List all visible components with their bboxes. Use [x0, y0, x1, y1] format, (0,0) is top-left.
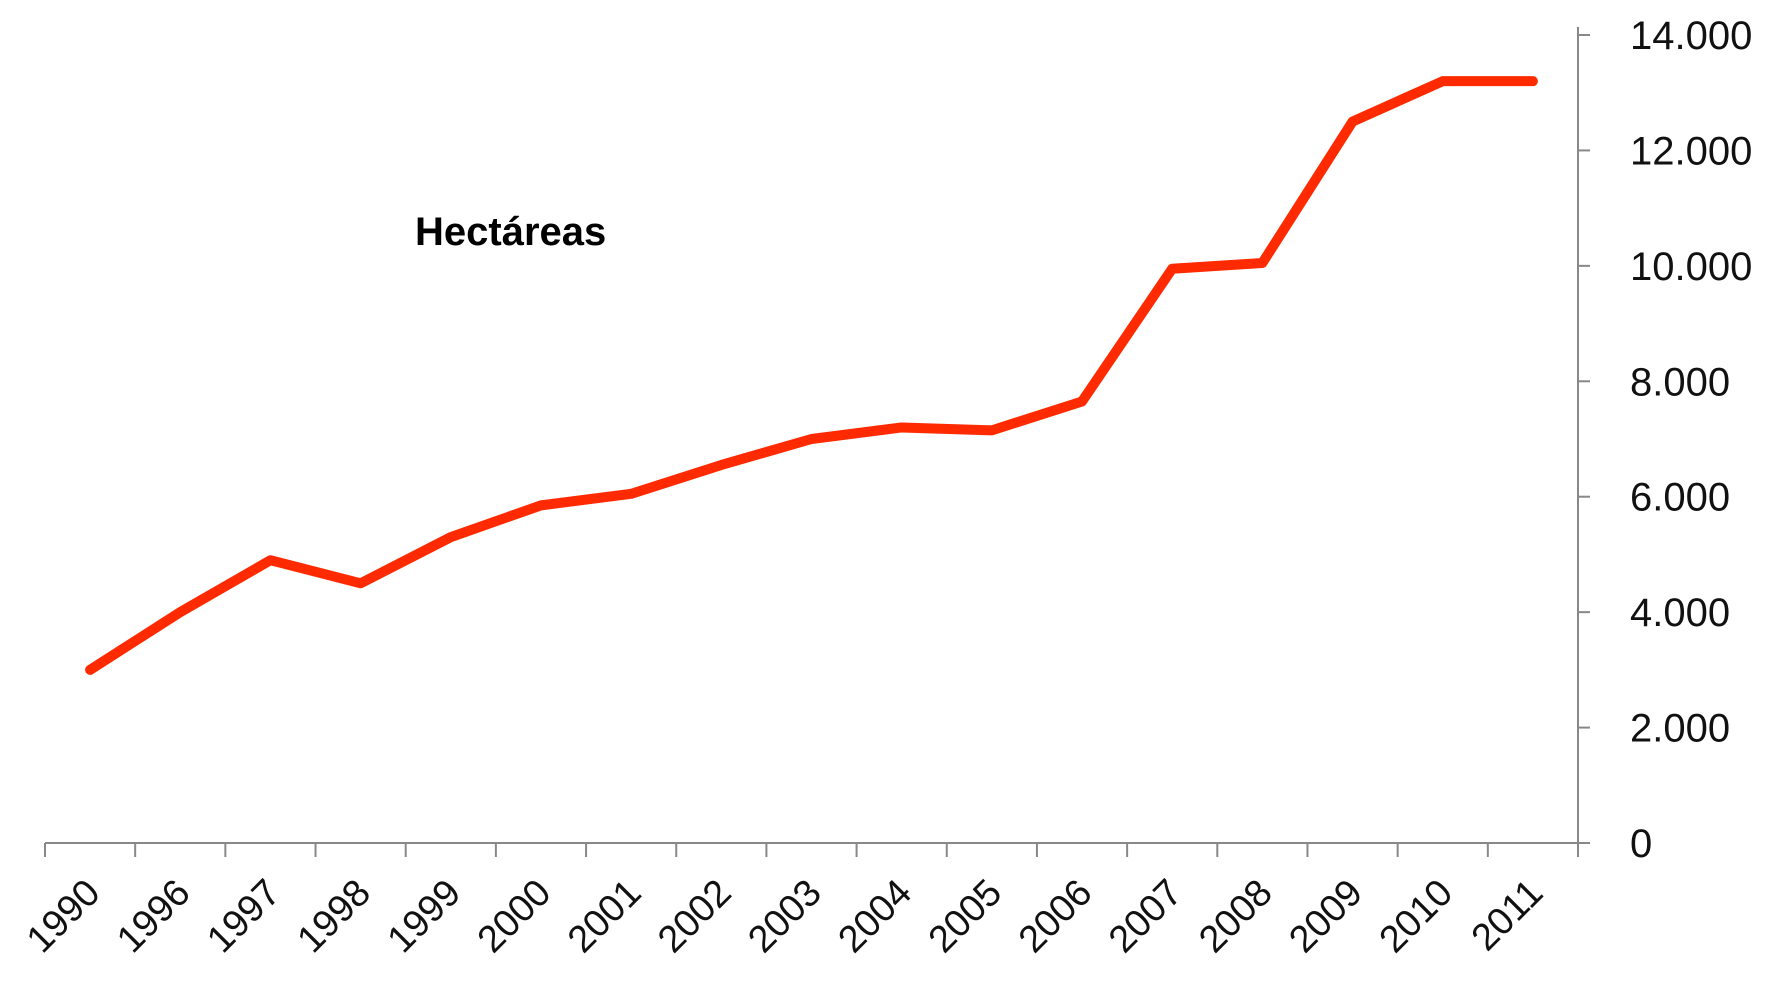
y-tick-label: 0 [1630, 822, 1652, 866]
series-group [85, 76, 1538, 675]
data-point [1260, 260, 1265, 265]
data-point [1170, 266, 1175, 271]
data-point [989, 428, 994, 433]
data-point [719, 462, 724, 467]
y-tick-label: 10.000 [1630, 245, 1752, 289]
data-point [538, 503, 543, 508]
y-tick-label: 12.000 [1630, 129, 1752, 173]
data-point [1350, 119, 1355, 124]
x-tick-label: 2003 [740, 872, 829, 961]
y-axis-ticks: 0 2.000 4.000 6.000 8.000 10.000 12.000 14.000 [1578, 14, 1752, 866]
data-point [1080, 399, 1085, 404]
x-tick-label: 2001 [560, 872, 649, 961]
y-tick-label: 14.000 [1630, 14, 1752, 58]
data-point [448, 535, 453, 540]
x-tick-label: 2010 [1372, 872, 1461, 961]
y-tick-label: 6.000 [1630, 476, 1730, 520]
x-tick-label: 1998 [289, 872, 378, 961]
x-tick-label: 2009 [1281, 872, 1370, 961]
x-tick-label: 2011 [1464, 872, 1551, 959]
data-point [88, 667, 93, 672]
x-tick-label: 2000 [470, 872, 559, 961]
data-point [809, 437, 814, 441]
x-tick-label: 1990 [19, 872, 108, 961]
data-point [268, 558, 273, 563]
x-tick-label: 2005 [921, 872, 1010, 961]
chart-axes [45, 27, 1579, 844]
chart-annotation: Hectáreas [415, 210, 606, 254]
data-point [899, 425, 904, 430]
x-tick-label: 1999 [380, 872, 469, 961]
data-point [629, 491, 634, 496]
x-tick-label: 2002 [650, 872, 739, 961]
x-tick-label: 2007 [1101, 872, 1190, 961]
x-axis-ticks: 1990 1996 1997 1998 1999 2000 2001 2002 2003 2004… [19, 843, 1579, 961]
data-point [178, 610, 183, 615]
data-point [1440, 79, 1445, 84]
x-tick-label: 2004 [831, 872, 920, 961]
y-tick-label: 4.000 [1630, 591, 1730, 635]
series-line [85, 76, 1538, 675]
y-tick-label: 8.000 [1630, 360, 1730, 404]
x-tick-label: 2008 [1191, 872, 1280, 961]
x-tick-label: 1996 [109, 872, 198, 961]
data-point [358, 581, 363, 586]
x-tick-label: 2006 [1011, 872, 1100, 961]
x-tick-label: 1997 [199, 872, 288, 961]
y-tick-label: 2.000 [1630, 707, 1730, 751]
data-point [1530, 79, 1535, 84]
